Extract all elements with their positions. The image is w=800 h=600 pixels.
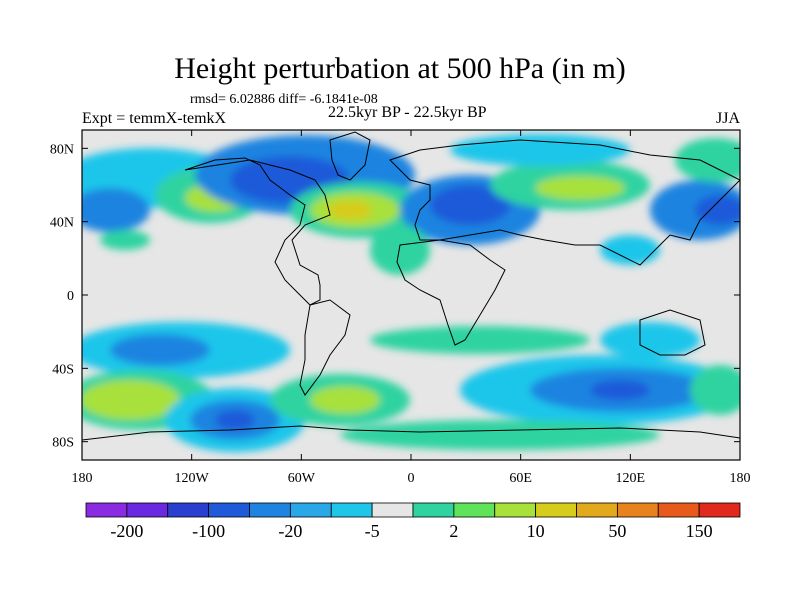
- australia-band: [600, 322, 700, 358]
- europe-low-core: [430, 185, 510, 225]
- tasman-ridge: [690, 365, 740, 415]
- africa-coast: [396, 239, 506, 346]
- subtropical-patch-west: [100, 230, 150, 250]
- colorbar-label: -200: [110, 521, 143, 541]
- chart-title: Height perturbation at 500 hPa (in m): [174, 52, 626, 85]
- x-tick-label: 180: [72, 471, 93, 486]
- south-atlantic-high-core: [310, 386, 380, 414]
- y-tick-label: 40N: [50, 216, 74, 231]
- colorbar-swatch: [208, 502, 250, 518]
- experiment-label: Expt = temmX-temkX: [82, 110, 227, 127]
- subtropical-patch-atlantic: [370, 225, 430, 275]
- y-tick-label: 80N: [50, 142, 74, 157]
- antarctic-ridge: [340, 420, 660, 450]
- x-tick-label: 120E: [616, 471, 646, 486]
- antarctica-coast: [82, 425, 740, 441]
- stats-text: rmsd= 6.02886 diff= -6.1841e-08: [190, 92, 378, 107]
- colorbar-swatch: [576, 502, 618, 518]
- colorbar-label: 150: [686, 521, 713, 541]
- colorbar-swatch: [289, 502, 332, 518]
- australia-coast: [639, 309, 706, 356]
- colorbar-swatch: [330, 502, 373, 518]
- x-tick-label: 0: [408, 471, 415, 486]
- nw-pacific-low-core: [695, 195, 740, 225]
- x-tick-label: 120W: [175, 471, 210, 486]
- y-tick-label: 40S: [52, 362, 74, 377]
- colorbar: -200 -100 -20 -5 2 10 50 150: [85, 502, 741, 541]
- colorbar-label: 2: [449, 521, 458, 541]
- y-tick-label: 0: [67, 289, 74, 304]
- south-pacific-low: [110, 334, 210, 366]
- colorbar-label: 10: [527, 521, 545, 541]
- colorbar-label: 50: [608, 521, 626, 541]
- south-pacific-high-core: [82, 380, 180, 420]
- colorbar-swatch: [657, 502, 700, 518]
- north-pacific-low: [82, 188, 150, 232]
- colorbar-swatch: [535, 502, 577, 518]
- eurasia-coast: [389, 139, 740, 266]
- colorbar-swatch: [616, 502, 659, 518]
- colorbar-swatch: [167, 502, 210, 518]
- axis-ticks: 180 120W 60W 0 60E 120E 180 80N 40N 0 40S 80S: [50, 130, 751, 486]
- colorbar-swatch: [698, 502, 741, 518]
- greenland-coast: [329, 131, 371, 181]
- colorbar-label: -5: [365, 521, 380, 541]
- colorbar-swatch: [494, 502, 537, 518]
- atlantic-ridge-core: [328, 200, 372, 220]
- south-america-coast: [299, 299, 351, 396]
- field-layer: [82, 130, 740, 460]
- colorbar-swatch: [249, 502, 291, 518]
- amundsen-low-core: [215, 410, 255, 430]
- east-siberia-ridge: [675, 138, 740, 182]
- central-asia-ridge-core: [535, 176, 625, 200]
- x-tick-label: 60E: [509, 471, 532, 486]
- colorbar-label: -100: [192, 521, 225, 541]
- southern-ocean-band: [370, 326, 590, 354]
- indian-ocean-low-core: [590, 380, 650, 400]
- y-tick-label: 80S: [52, 436, 74, 451]
- colorbar-swatch: [453, 502, 496, 518]
- colorbar-swatch: [412, 502, 455, 518]
- period-label: 22.5kyr BP - 22.5kyr BP: [328, 104, 487, 121]
- colorbar-swatch: [85, 502, 128, 518]
- coastlines: [82, 131, 740, 441]
- x-tick-label: 180: [730, 471, 751, 486]
- season-label: JJA: [716, 110, 741, 127]
- colorbar-swatch: [371, 502, 414, 518]
- x-tick-label: 60W: [288, 471, 316, 486]
- colorbar-label: -20: [278, 521, 302, 541]
- colorbar-swatch: [126, 502, 169, 518]
- asia-tropics-patch: [600, 235, 660, 265]
- siberia-band: [450, 134, 630, 166]
